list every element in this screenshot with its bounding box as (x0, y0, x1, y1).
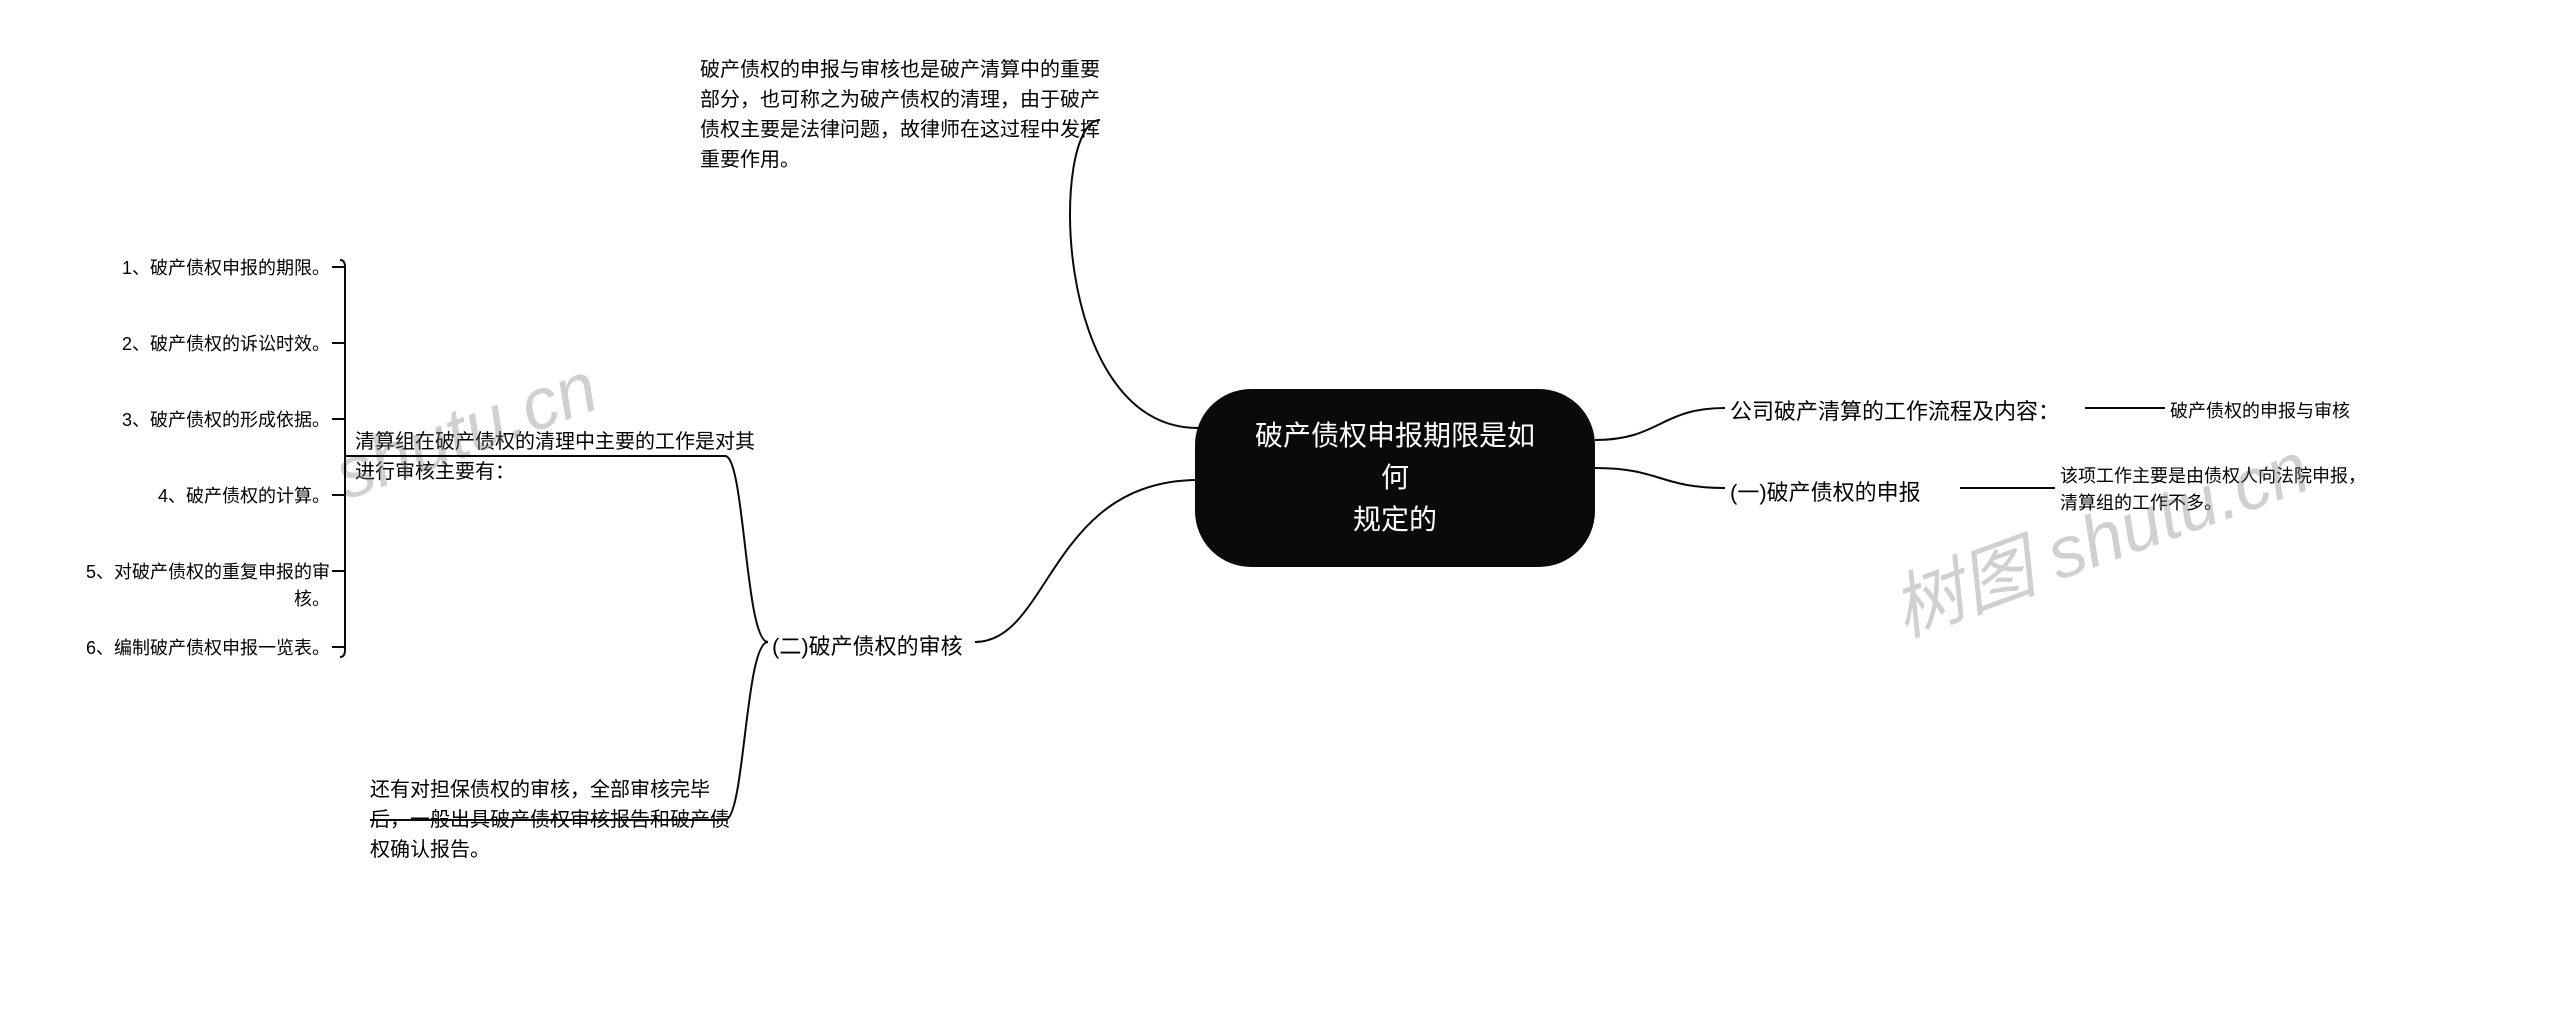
top-left-description: 破产债权的申报与审核也是破产清算中的重要部分，也可称之为破产债权的清理，由于破产… (700, 55, 1100, 175)
right-branch-2: (一)破产债权的申报 (1730, 476, 1921, 509)
left-sub1-item-4: 4、破产债权的计算。 (100, 483, 330, 510)
left-sub1-item-5: 5、对破产债权的重复申报的审核。 (60, 559, 330, 613)
left-sub1-label: 清算组在破产债权的清理中主要的工作是对其进行审核主要有： (355, 427, 755, 487)
left-sub1-item-3: 3、破产债权的形成依据。 (100, 407, 330, 434)
right-branch-2-child: 该项工作主要是由债权人向法院申报，清算组的工作不多。 (2060, 463, 2380, 517)
left-sub2: 还有对担保债权的审核，全部审核完毕后，一般出具破产债权审核报告和破产债权确认报告… (370, 775, 740, 865)
watermark-right: 树图 shutu.cn (1875, 409, 2321, 657)
root-line1: 破产债权申报期限是如何 (1245, 415, 1545, 499)
left-sub1-item-6: 6、编制破产债权申报一览表。 (76, 635, 330, 662)
root-node: 破产债权申报期限是如何 规定的 (1195, 389, 1595, 567)
right-branch-1-child: 破产债权的申报与审核 (2170, 398, 2350, 425)
left-branch-label: (二)破产债权的审核 (772, 630, 963, 663)
right-branch-1: 公司破产清算的工作流程及内容： (1730, 395, 2060, 428)
left-sub1-item-1: 1、破产债权申报的期限。 (100, 255, 330, 282)
left-sub1-item-2: 2、破产债权的诉讼时效。 (100, 331, 330, 358)
root-line2: 规定的 (1245, 499, 1545, 541)
